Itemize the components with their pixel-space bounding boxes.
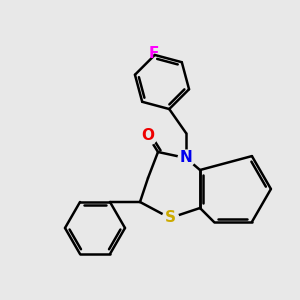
Text: O: O bbox=[142, 128, 154, 143]
Text: N: N bbox=[180, 151, 192, 166]
Text: F: F bbox=[149, 46, 159, 61]
Text: S: S bbox=[164, 211, 175, 226]
